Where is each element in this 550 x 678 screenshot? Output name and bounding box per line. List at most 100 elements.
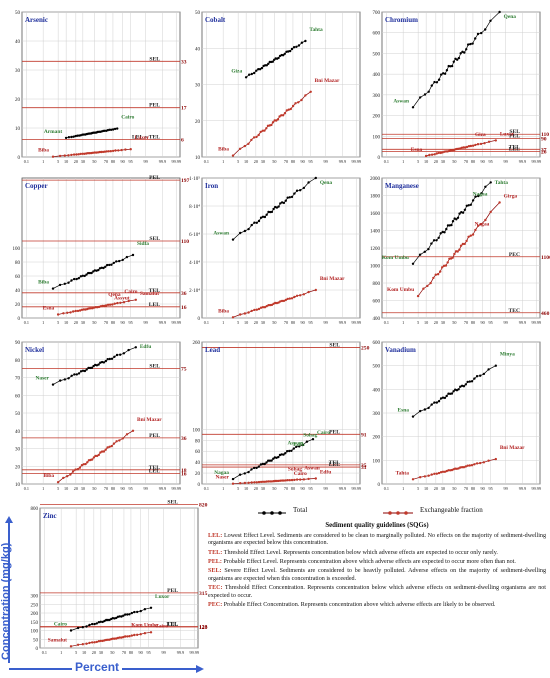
guideline-value: 75 — [181, 367, 187, 373]
x-tick-label: 95 — [129, 320, 133, 325]
data-point — [446, 224, 450, 227]
guideline-value: 315 — [199, 591, 208, 597]
guideline-name: TEL — [149, 465, 160, 471]
data-point — [451, 220, 455, 223]
x-tick-label: 20 — [254, 320, 258, 325]
data-point — [143, 632, 147, 635]
data-point — [102, 450, 106, 453]
data-point — [121, 258, 124, 262]
data-point — [67, 154, 70, 157]
panel-title: Vanadium — [385, 346, 416, 354]
x-tick-label: 50 — [272, 159, 276, 164]
data-point — [250, 72, 253, 76]
data-label: Esna — [43, 306, 55, 312]
data-point — [435, 472, 438, 475]
data-point — [149, 631, 153, 634]
x-tick-label: 1 — [402, 486, 404, 491]
data-point — [105, 638, 108, 642]
data-point — [283, 52, 286, 55]
guideline-value: 26 — [541, 150, 547, 156]
data-point — [91, 622, 94, 626]
data-point — [311, 438, 315, 441]
data-point — [489, 181, 492, 184]
data-point — [275, 479, 279, 483]
data-point — [74, 309, 77, 313]
data-point — [288, 449, 291, 453]
chart-panel-vanadium: 0.1 1 5 10 20 30 50 70 80 90 95 99 99.9 99.99 0 100 200 3… — [373, 341, 541, 491]
data-label: Kom Umbu — [387, 287, 414, 293]
data-point — [480, 192, 483, 195]
data-point — [474, 195, 477, 198]
y-tick-label: 0 — [18, 156, 21, 161]
data-point — [93, 622, 96, 626]
data-point — [466, 464, 469, 467]
data-point — [280, 299, 284, 303]
data-point — [289, 107, 292, 111]
y-axis-title-text: Concentration (mg/kg) — [0, 542, 12, 660]
data-point — [430, 153, 434, 156]
data-point — [454, 467, 457, 470]
data-point — [250, 468, 253, 471]
data-point — [91, 641, 94, 644]
data-point — [82, 308, 86, 311]
data-point — [80, 308, 84, 311]
data-point — [143, 608, 147, 611]
x-tick-label: 90 — [121, 320, 125, 325]
y-tick-label: 0 — [378, 483, 381, 488]
y-tick-label: 1·10⁵ — [189, 176, 200, 182]
data-label: Biba — [43, 473, 54, 479]
data-point — [80, 464, 84, 467]
x-tick-label: 1 — [42, 320, 44, 325]
data-point — [108, 445, 111, 448]
data-point — [305, 440, 309, 443]
y-tick-label: 0 — [198, 483, 201, 488]
data-point — [74, 468, 77, 471]
y-tick-label: 400 — [373, 73, 381, 78]
chart-panel-lead: 0.1 1 5 10 20 30 50 70 80 90 95 99 99.9 99.9902040608… — [193, 341, 370, 491]
data-point — [243, 229, 247, 233]
data-point — [125, 433, 129, 436]
guideline-name: PEL — [149, 175, 160, 181]
data-point — [277, 205, 280, 208]
data-point — [450, 392, 454, 395]
data-point — [446, 261, 449, 264]
data-point — [430, 403, 433, 406]
data-point — [290, 47, 294, 51]
x-tick-label: 80 — [129, 650, 133, 655]
x-tick-label: 90 — [481, 486, 485, 491]
x-tick-label: 99.99 — [532, 320, 541, 325]
data-point — [86, 461, 89, 464]
data-point — [238, 147, 242, 150]
data-point — [73, 373, 76, 376]
data-point — [62, 312, 65, 315]
x-tick-label: 50 — [110, 650, 114, 655]
data-point — [131, 253, 135, 257]
data-point — [113, 302, 116, 305]
y-tick-label: 0 — [36, 647, 39, 652]
data-point — [447, 469, 450, 472]
data-point — [279, 479, 282, 482]
x-tick-label: 0.1 — [24, 159, 29, 164]
data-point — [287, 108, 290, 111]
data-point — [56, 313, 60, 316]
y-tick-label: 30 — [15, 448, 21, 453]
data-point — [277, 455, 280, 459]
guideline-name: TEL — [329, 460, 340, 466]
data-point — [263, 129, 266, 132]
y-tick-label: 20 — [15, 98, 21, 103]
y-tick-label: 20 — [15, 303, 21, 308]
data-point — [442, 264, 446, 267]
y-tick-label: 300 — [373, 412, 381, 417]
data-point — [253, 308, 256, 312]
data-point — [494, 139, 497, 142]
x-tick-label: 5 — [237, 486, 239, 491]
data-point — [259, 306, 263, 309]
x-tick-label: 80 — [471, 320, 475, 325]
panel-title: Chromium — [385, 16, 418, 24]
data-point — [430, 473, 433, 476]
data-point — [480, 31, 483, 35]
x-tick-label: 99 — [144, 159, 148, 164]
x-tick-label: 99.9 — [519, 159, 526, 164]
data-point — [450, 64, 454, 68]
data-point — [436, 273, 440, 276]
